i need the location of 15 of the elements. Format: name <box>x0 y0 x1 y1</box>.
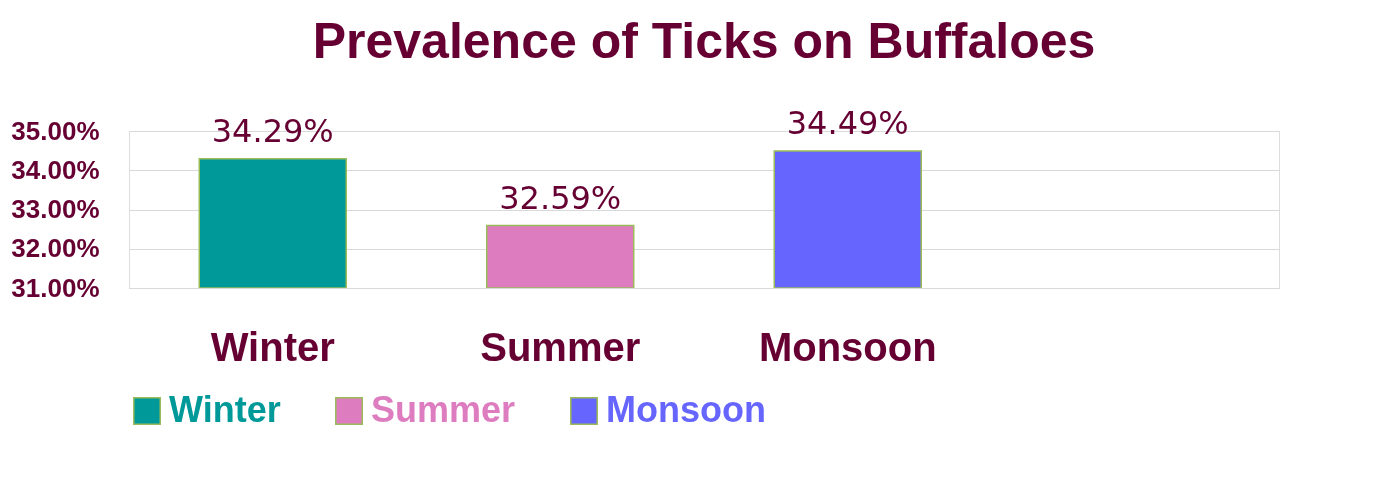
y-tick-label: 32.00% <box>11 233 100 264</box>
y-tick-label: 33.00% <box>11 194 100 224</box>
legend-label: Summer <box>371 389 516 430</box>
legend-label: Winter <box>169 389 281 430</box>
data-label: 34.29% <box>211 111 334 150</box>
y-tick-label: 35.00% <box>11 115 100 146</box>
y-tick-label: 34.00% <box>11 154 100 185</box>
chart-title: Prevalence of Ticks on Buffaloes <box>312 13 1096 70</box>
y-tick-label: 31.00% <box>11 272 100 303</box>
legend-label: Monsoon <box>606 389 766 430</box>
x-tick-label: Winter <box>210 324 335 369</box>
data-label: 34.49% <box>786 104 909 143</box>
x-tick-label: Summer <box>480 324 641 369</box>
data-label: 32.59% <box>499 178 622 217</box>
x-tick-label: Monsoon <box>758 324 937 369</box>
